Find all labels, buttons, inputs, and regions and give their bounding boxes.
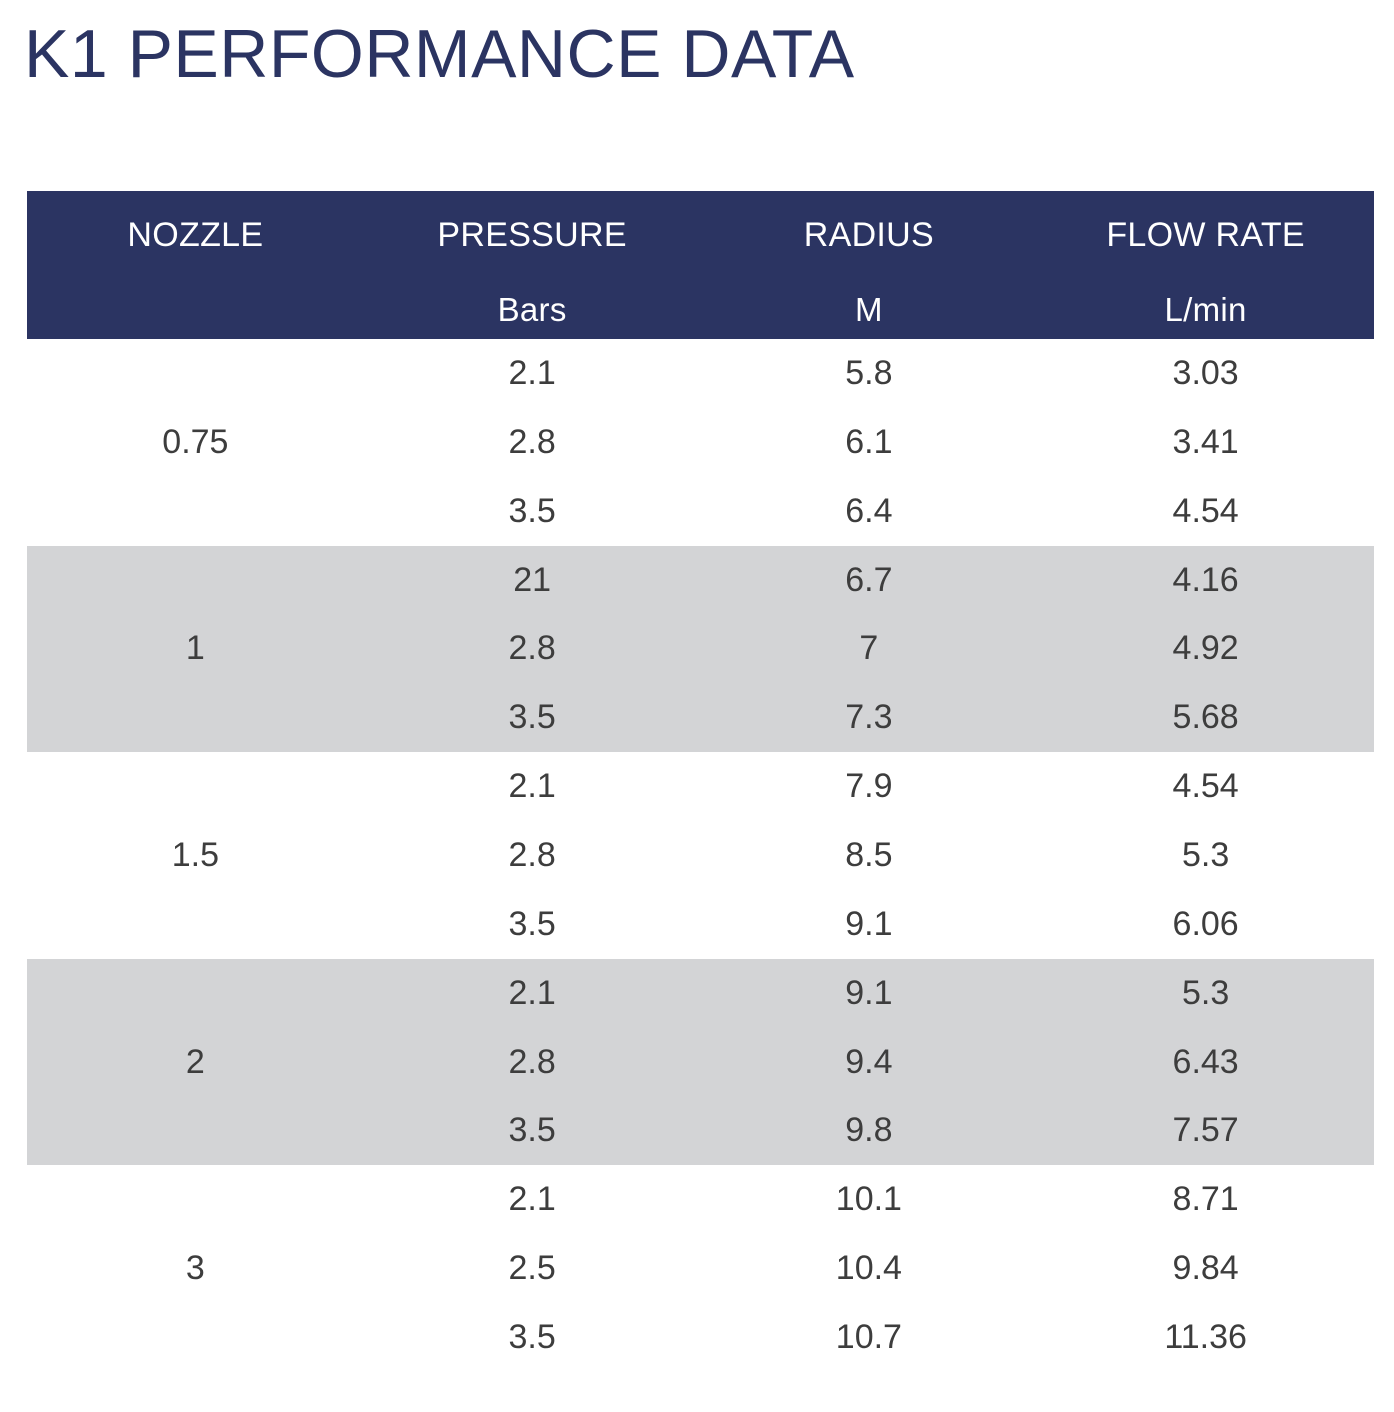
nozzle-value: 1: [185, 629, 205, 668]
radius-cell: 5.8: [845, 353, 893, 392]
table-row: 2.5 10.4 9.84: [364, 1234, 1374, 1303]
unit-flow-rate: L/min: [1164, 291, 1247, 328]
pressure-cell: 3.5: [508, 698, 556, 737]
pressure-cell: 2.1: [508, 973, 556, 1012]
table-row: 2.8 7 4.92: [364, 614, 1374, 683]
pressure-cell: 2.8: [508, 1042, 556, 1081]
radius-cell: 9.1: [845, 904, 893, 943]
unit-nozzle: [27, 287, 364, 333]
table-row: 2.8 9.4 6.43: [364, 1028, 1374, 1097]
flow-rate-cell: 9.84: [1172, 1249, 1239, 1288]
flow-rate-cell: 5.3: [1181, 835, 1230, 874]
radius-cell: 6.1: [845, 422, 893, 461]
table-row: 2.8 6.1 3.41: [364, 408, 1374, 477]
flow-rate-cell: 4.92: [1172, 629, 1239, 668]
unit-radius: M: [854, 291, 883, 328]
group-rows: 2.1 5.8 3.03 2.8 6.1 3.41 3.5 6.4 4.54: [364, 339, 1374, 546]
pressure-cell: 2.1: [508, 1180, 556, 1219]
group-rows: 2.1 7.9 4.54 2.8 8.5 5.3 3.5 9.1 6.06: [364, 752, 1374, 959]
group-rows: 2.1 9.1 5.3 2.8 9.4 6.43 3.5 9.8 7.57: [364, 959, 1374, 1166]
nozzle-value: 3: [185, 1249, 205, 1288]
radius-cell: 8.5: [845, 835, 893, 874]
pressure-cell: 3.5: [508, 904, 556, 943]
flow-rate-cell: 5.68: [1172, 698, 1239, 737]
nozzle-group: 3 2.1 10.1 8.71 2.5 10.4 9.84 3.5 10.7 1…: [27, 1165, 1374, 1372]
radius-cell: 7.3: [845, 698, 893, 737]
radius-cell: 6.7: [845, 560, 893, 599]
nozzle-group: 2 2.1 9.1 5.3 2.8 9.4 6.43 3.5 9.8 7.57: [27, 958, 1374, 1166]
table-row: 21 6.7 4.16: [364, 546, 1374, 615]
performance-table: NOZZLE PRESSURE RADIUS FLOW RATE Bars M …: [27, 191, 1374, 1372]
flow-rate-cell: 8.71: [1172, 1180, 1239, 1219]
radius-cell: 10.7: [835, 1318, 902, 1357]
flow-rate-cell: 11.36: [1164, 1318, 1247, 1357]
radius-cell: 9.8: [845, 1111, 893, 1150]
header-flow-rate: FLOW RATE: [1106, 216, 1305, 254]
nozzle-value: 1.5: [171, 835, 219, 874]
table-row: 3.5 7.3 5.68: [364, 683, 1374, 752]
table-row: 2.1 9.1 5.3: [364, 959, 1374, 1028]
table-row: 3.5 9.8 7.57: [364, 1097, 1374, 1166]
pressure-cell: 2.8: [508, 422, 556, 461]
flow-rate-cell: 4.54: [1172, 491, 1239, 530]
table-row: 2.8 8.5 5.3: [364, 821, 1374, 890]
flow-rate-cell: 6.06: [1172, 904, 1239, 943]
header-radius: RADIUS: [803, 216, 934, 254]
group-rows: 21 6.7 4.16 2.8 7 4.92 3.5 7.3 5.68: [364, 546, 1374, 753]
nozzle-group: 1 21 6.7 4.16 2.8 7 4.92 3.5 7.3 5.68: [27, 545, 1374, 753]
nozzle-group: 1.5 2.1 7.9 4.54 2.8 8.5 5.3 3.5 9.1 6.0…: [27, 752, 1374, 959]
flow-rate-cell: 6.43: [1172, 1042, 1239, 1081]
flow-rate-cell: 3.41: [1172, 422, 1239, 461]
table-row: 2.1 7.9 4.54: [364, 752, 1374, 821]
nozzle-group: 0.75 2.1 5.8 3.03 2.8 6.1 3.41 3.5 6.4 4…: [27, 339, 1374, 546]
unit-pressure: Bars: [497, 291, 567, 328]
radius-cell: 6.4: [845, 491, 893, 530]
radius-cell: 9.1: [845, 973, 893, 1012]
flow-rate-cell: 4.54: [1172, 767, 1239, 806]
table-header: NOZZLE PRESSURE RADIUS FLOW RATE Bars M …: [27, 191, 1374, 339]
header-nozzle: NOZZLE: [127, 216, 264, 254]
flow-rate-cell: 3.03: [1172, 353, 1239, 392]
pressure-cell: 3.5: [508, 1318, 556, 1357]
table-row: 2.1 5.8 3.03: [364, 339, 1374, 408]
radius-cell: 7.9: [845, 767, 893, 806]
header-pressure: PRESSURE: [437, 216, 627, 254]
pressure-cell: 21: [513, 560, 552, 599]
radius-cell: 7: [859, 629, 879, 668]
group-rows: 2.1 10.1 8.71 2.5 10.4 9.84 3.5 10.7 11.…: [364, 1165, 1374, 1372]
table-row: 3.5 6.4 4.54: [364, 477, 1374, 546]
flow-rate-cell: 4.16: [1172, 560, 1239, 599]
page-title: K1 PERFORMANCE DATA: [24, 16, 855, 92]
pressure-cell: 2.1: [508, 353, 556, 392]
pressure-cell: 2.5: [508, 1249, 556, 1288]
pressure-cell: 3.5: [508, 491, 556, 530]
pressure-cell: 2.8: [508, 835, 556, 874]
table-row: 3.5 9.1 6.06: [364, 890, 1374, 959]
pressure-cell: 2.8: [508, 629, 556, 668]
radius-cell: 10.4: [835, 1249, 902, 1288]
table-row: 3.5 10.7 11.36: [364, 1303, 1374, 1372]
flow-rate-cell: 5.3: [1181, 973, 1230, 1012]
table-row: 2.1 10.1 8.71: [364, 1165, 1374, 1234]
flow-rate-cell: 7.57: [1172, 1111, 1239, 1150]
radius-cell: 9.4: [845, 1042, 893, 1081]
pressure-cell: 2.1: [508, 767, 556, 806]
radius-cell: 10.1: [835, 1180, 902, 1219]
header-row-names: NOZZLE PRESSURE RADIUS FLOW RATE: [27, 211, 1374, 259]
pressure-cell: 3.5: [508, 1111, 556, 1150]
header-row-units: Bars M L/min: [27, 287, 1374, 333]
nozzle-value: 0.75: [162, 422, 229, 461]
nozzle-value: 2: [185, 1042, 205, 1081]
